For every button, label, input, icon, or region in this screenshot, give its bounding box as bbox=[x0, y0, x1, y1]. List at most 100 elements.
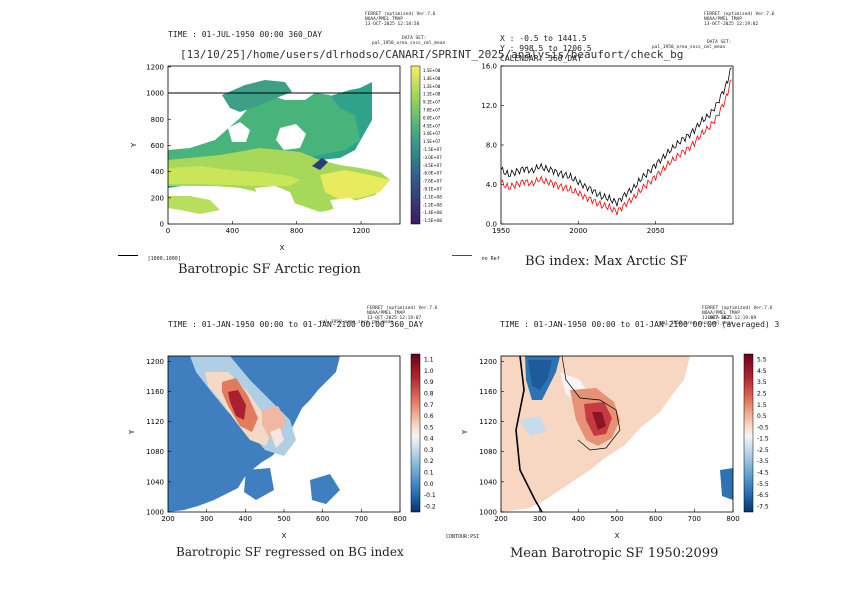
panel1-field bbox=[168, 80, 390, 214]
colorbar-label: 1.0 bbox=[424, 368, 434, 375]
x-tick-label: 0 bbox=[166, 227, 170, 235]
panel3-axes: 200 300 400 500 600 700 800 1000 1040 1080 1120 116… bbox=[146, 358, 407, 523]
panel1-title: Barotropic SF Arctic region bbox=[178, 262, 361, 277]
panel2-frame bbox=[500, 65, 734, 225]
x-tick-label: 500 bbox=[277, 515, 290, 523]
x-tick-label: 2000 bbox=[569, 227, 587, 235]
y-tick-label: 800 bbox=[151, 116, 164, 124]
x-tick-label: 500 bbox=[610, 515, 623, 523]
y-tick-label: 1080 bbox=[146, 448, 164, 456]
series-line-0 bbox=[500, 67, 732, 207]
y-tick-label: 16.0 bbox=[481, 63, 497, 71]
x-tick-label: 400 bbox=[226, 227, 239, 235]
colorbar-label: -3.5 bbox=[757, 458, 769, 465]
colorbar-label: 0.8 bbox=[424, 391, 434, 398]
colorbar-label: -4.5E+07 bbox=[423, 163, 442, 168]
panel3-xlabel: X bbox=[282, 532, 287, 540]
colorbar-label: 1.4E+08 bbox=[423, 76, 441, 81]
colorbar-label: -1.5 bbox=[757, 436, 769, 443]
panel1-xlabel: X bbox=[280, 244, 285, 252]
colorbar-label: 0.1 bbox=[424, 470, 434, 477]
panel1-time: TIME : 01-JUL-1950 00:00 360_DAY bbox=[168, 30, 323, 39]
x-tick-label: 600 bbox=[316, 515, 329, 523]
panel4-ylabel: Y bbox=[461, 429, 469, 435]
panel4-time: TIME : 01-JAN-1950 00:00 to 01-JAN-2100 … bbox=[500, 320, 780, 329]
panel4-contour bbox=[561, 355, 621, 451]
colorbar-label: -1.4E+08 bbox=[423, 210, 442, 215]
y-tick-label: 1120 bbox=[479, 418, 497, 426]
legend-line-red bbox=[452, 255, 472, 256]
x-tick-label: 800 bbox=[726, 515, 739, 523]
x-tick-label: 400 bbox=[239, 515, 252, 523]
colorbar-label: 6.0E+07 bbox=[423, 115, 441, 120]
panel2-title: BG index: Max Arctic SF bbox=[525, 254, 688, 269]
x-tick-label: 1200 bbox=[352, 227, 370, 235]
x-tick-label: 700 bbox=[688, 515, 701, 523]
colorbar-label: 0.3 bbox=[424, 447, 434, 454]
colorbar-label: 4.5E+07 bbox=[423, 123, 441, 128]
colorbar-label: 0.5 bbox=[424, 424, 434, 431]
x-tick-label: 800 bbox=[393, 515, 406, 523]
panel4-zero-contour bbox=[515, 355, 543, 513]
y-tick-label: 1000 bbox=[146, 90, 164, 98]
y-tick-label: 1160 bbox=[146, 388, 164, 396]
x-tick-label: 2050 bbox=[647, 227, 665, 235]
panel1-frame bbox=[167, 65, 401, 225]
colorbar-label: 2.5 bbox=[757, 391, 767, 398]
colorbar-label: -1.2E+08 bbox=[423, 202, 442, 207]
ferret-stamp-4: FERRET (optimized) Ver.7.6 NOAA/PMEL TMAP… bbox=[702, 306, 773, 321]
colorbar-label: 9.1E+07 bbox=[423, 100, 441, 105]
contour-label: CONTOUR:PSI bbox=[446, 534, 480, 540]
dataset-label-4: DATA SET: pal_1950_area_socs_cml_mean bbox=[660, 316, 734, 326]
colorbar-label: 5.5 bbox=[757, 357, 767, 364]
panel3-colorbar-labels: 1.1 1.0 0.9 0.8 0.7 0.6 0.5 0.4 0.3 0.2 0.1 0.0 -0.1… bbox=[424, 357, 436, 511]
ferret-stamp-3: FERRET (optimized) Ver.7.6 NOAA/PMEL TMAP… bbox=[367, 306, 438, 321]
x-tick-label: 700 bbox=[355, 515, 368, 523]
x-tick-label: 200 bbox=[494, 515, 507, 523]
y-tick-label: 0.0 bbox=[486, 221, 497, 229]
colorbar-label: -1.5E+08 bbox=[423, 218, 442, 223]
panel4-colorbar-labels: 5.5 4.5 3.5 2.5 1.5 0.5 -0.5 -1.5 -2.5 -3.5 -4.5 -5… bbox=[757, 357, 769, 511]
panel1-colorbar bbox=[410, 65, 421, 225]
panel2-info: X : -0.5 to 1441.5 Y : 998.5 to 1206.5 CAL… bbox=[500, 34, 592, 63]
y-tick-label: 1200 bbox=[146, 358, 164, 366]
panel4-xlabel: X bbox=[615, 532, 620, 540]
y-tick-label: 1000 bbox=[146, 509, 164, 517]
panel3-time: TIME : 01-JAN-1950 00:00 to 01-JAN-2100 … bbox=[168, 320, 424, 329]
y-tick-label: 1200 bbox=[479, 358, 497, 366]
colorbar-label: 0.7 bbox=[424, 402, 434, 409]
y-tick-label: 1000 bbox=[479, 509, 497, 517]
colorbar-label: -1.5E+07 bbox=[423, 147, 442, 152]
panel2-legend: no Ref bbox=[452, 245, 500, 264]
panel3-field bbox=[168, 356, 340, 512]
panel3-colorbar bbox=[410, 353, 421, 513]
colorbar-label: -9.1E+07 bbox=[423, 186, 442, 191]
panel3-ylabel: Y bbox=[128, 429, 136, 435]
y-tick-label: 200 bbox=[151, 194, 164, 202]
y-tick-label: 12.0 bbox=[481, 102, 497, 110]
colorbar-label: -0.5 bbox=[757, 424, 769, 431]
y-tick-label: 1040 bbox=[146, 478, 164, 486]
x-tick-label: 800 bbox=[290, 227, 303, 235]
x-tick-label: 300 bbox=[533, 515, 546, 523]
ferret-stamp-2: FERRET (optimized) Ver.7.6 NOAA/PMEL TMAP… bbox=[704, 12, 775, 27]
colorbar-label: -6.5 bbox=[757, 492, 769, 499]
colorbar-label: 1.1 bbox=[424, 357, 434, 364]
y-tick-label: 1120 bbox=[146, 418, 164, 426]
page-path: [13/10/25]/home/users/dlrhodso/CANARI/SP… bbox=[180, 48, 684, 61]
colorbar-label: 1.5E+07 bbox=[423, 139, 441, 144]
panel1-colorbar-labels: 1.5E+08 1.4E+08 1.2E+08 1.1E+08 9.1E+07 7.6E+… bbox=[423, 68, 442, 223]
colorbar-label: 0.0 bbox=[424, 481, 434, 488]
y-tick-label: 1080 bbox=[479, 448, 497, 456]
series-line-1 bbox=[500, 79, 732, 216]
y-tick-label: 600 bbox=[151, 142, 164, 150]
x-tick-label: 300 bbox=[200, 515, 213, 523]
dataset-label-2: DATA SET: pal_1950_area_socs_cml_mean bbox=[652, 40, 732, 50]
colorbar-label: 4.5 bbox=[757, 368, 767, 375]
colorbar-label: 3.0E+07 bbox=[423, 131, 441, 136]
dataset-label-1: DATA SET: pal_1950_area_socs_cml_mean bbox=[372, 36, 446, 46]
panel1-legend: [1000,1000] bbox=[118, 245, 181, 264]
colorbar-label: 0.2 bbox=[424, 458, 434, 465]
colorbar-label: 0.6 bbox=[424, 413, 434, 420]
